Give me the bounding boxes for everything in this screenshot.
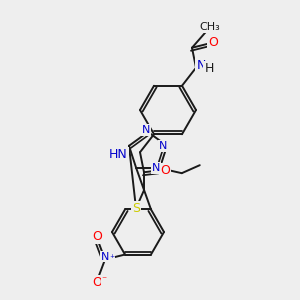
Text: S: S — [132, 202, 140, 215]
Text: ⁻: ⁻ — [101, 275, 106, 286]
Text: ⁺: ⁺ — [110, 254, 115, 263]
Text: O: O — [92, 276, 102, 289]
Text: N: N — [101, 251, 109, 262]
Text: O: O — [92, 230, 102, 243]
Text: N: N — [152, 163, 160, 173]
Text: O: O — [208, 36, 218, 49]
Text: N: N — [159, 141, 167, 151]
Text: N: N — [196, 59, 206, 72]
Text: H: H — [204, 62, 214, 75]
Text: CH₃: CH₃ — [200, 22, 220, 32]
Text: O: O — [160, 164, 170, 177]
Text: HN: HN — [109, 148, 128, 161]
Text: N: N — [142, 125, 150, 135]
